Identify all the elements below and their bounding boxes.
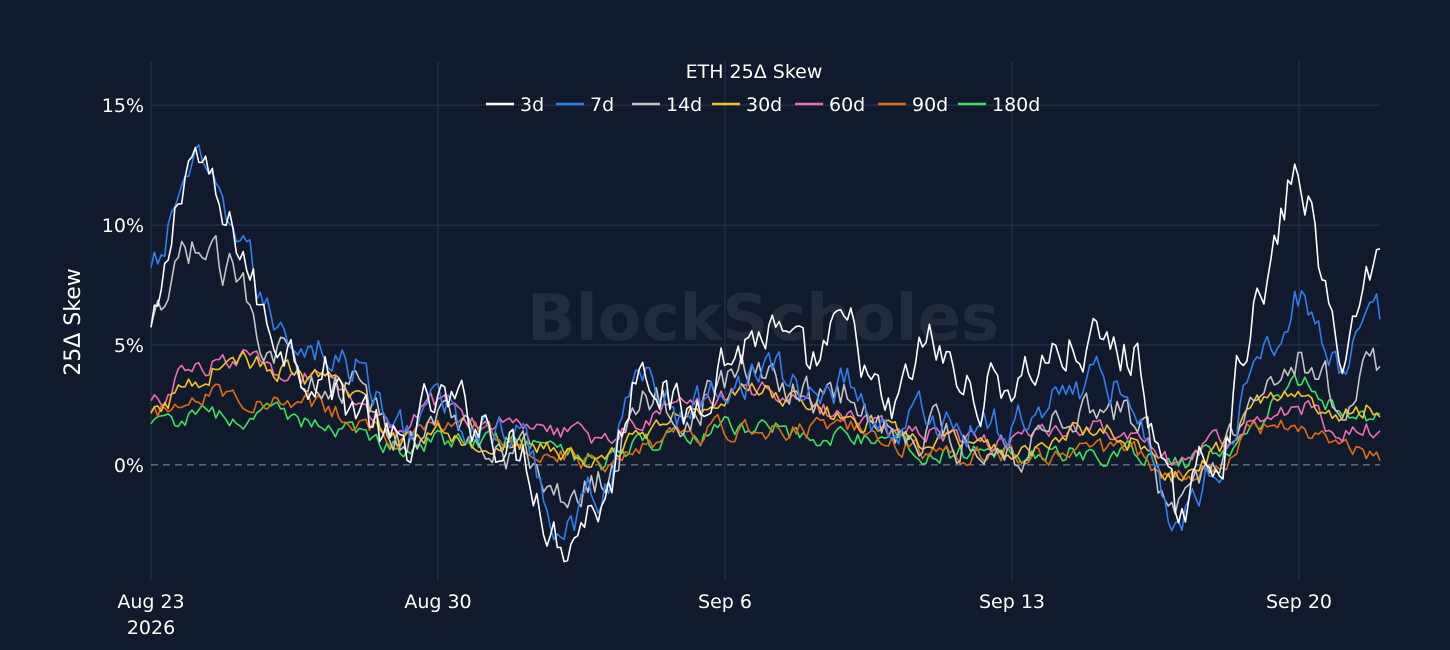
legend-item-3d[interactable]: 3d xyxy=(486,94,544,116)
legend-label: 30d xyxy=(746,94,782,116)
x-tick-label: Sep 13 xyxy=(979,591,1045,613)
legend-label: 60d xyxy=(829,94,865,116)
legend: 3d 7d 14d 30d 60d 90d 180d xyxy=(486,94,1040,116)
chart-title: ETH 25Δ Skew xyxy=(686,61,823,83)
series-line-90d xyxy=(150,383,1381,482)
x-tick-sublabel: 2026 xyxy=(127,617,175,639)
legend-item-30d[interactable]: 30d xyxy=(712,94,782,116)
legend-item-180d[interactable]: 180d xyxy=(958,94,1040,116)
y-tick-label: 15% xyxy=(102,95,144,117)
x-tick-label: Sep 20 xyxy=(1266,591,1332,613)
y-tick-label: 10% xyxy=(102,215,144,237)
x-tick-label: Aug 30 xyxy=(404,591,471,613)
x-tick-labels: Aug 23 2026 Aug 30 Sep 6 Sep 13 Sep 20 xyxy=(117,591,1332,639)
series-line-180d xyxy=(150,373,1381,471)
series-line-3d xyxy=(150,146,1381,563)
y-tick-label: 0% xyxy=(114,455,144,477)
y-axis-label: 25Δ Skew xyxy=(61,268,86,376)
series-layer xyxy=(150,144,1381,563)
legend-item-7d[interactable]: 7d xyxy=(556,94,614,116)
legend-label: 180d xyxy=(992,94,1040,116)
legend-label: 14d xyxy=(666,94,702,116)
series-line-30d xyxy=(150,350,1381,483)
y-tick-label: 5% xyxy=(114,335,144,357)
grid xyxy=(150,62,1380,580)
legend-item-14d[interactable]: 14d xyxy=(632,94,702,116)
x-tick-label: Aug 23 xyxy=(117,591,184,613)
legend-label: 7d xyxy=(590,94,614,116)
legend-item-90d[interactable]: 90d xyxy=(878,94,948,116)
series-line-7d xyxy=(150,144,1381,541)
y-tick-labels: 0% 5% 10% 15% xyxy=(102,95,144,477)
legend-label: 3d xyxy=(520,94,544,116)
legend-item-60d[interactable]: 60d xyxy=(795,94,865,116)
legend-label: 90d xyxy=(912,94,948,116)
x-tick-label: Sep 6 xyxy=(698,591,752,613)
